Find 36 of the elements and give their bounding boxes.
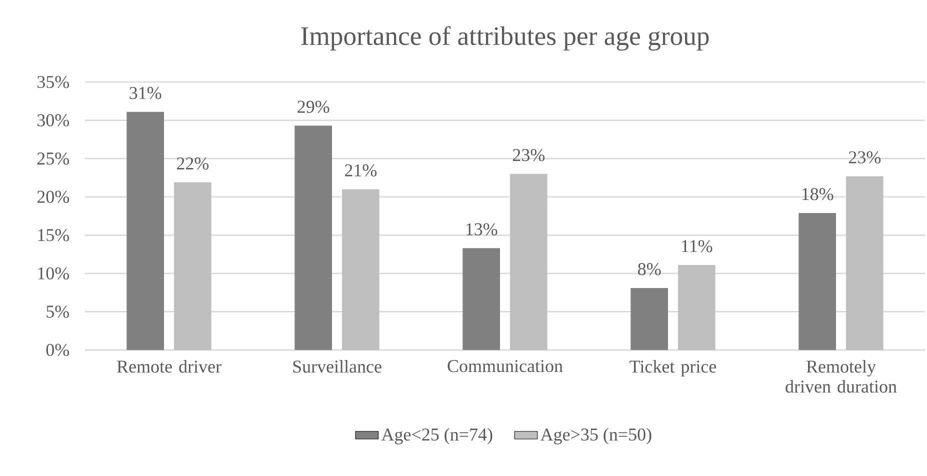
data-label: 8% [638,263,661,276]
x-tick-label: Remote driver [117,360,222,373]
y-tick-label: 0% [46,344,70,356]
y-tick-label: 30% [37,114,70,126]
legend-label: Age>35 (n=50) [540,428,652,444]
bar [126,112,164,350]
bar [174,182,212,350]
bar [630,288,668,350]
chart-title: Importance of attributes per age group [301,26,709,51]
bar [462,248,500,350]
data-label: 23% [512,148,545,162]
bar [798,212,836,350]
data-label: 13% [466,223,498,236]
data-label: 18% [802,188,834,200]
bar [846,176,884,350]
data-label: 31% [130,86,162,100]
y-tick-label: 25% [37,152,70,165]
data-label: 22% [176,157,209,170]
data-label: 29% [298,100,330,113]
x-tick-label: Ticket price [630,360,716,376]
x-tick-label: Surveillance [293,360,382,373]
bar [342,189,380,350]
y-tick-label: 5% [46,306,70,318]
y-tick-label: 10% [38,267,70,280]
y-tick-label: 20% [37,190,70,203]
y-tick-label: 35% [37,76,70,88]
bar [678,265,716,350]
bar [294,126,332,350]
data-label: 11% [682,240,712,252]
data-label: 23% [848,151,881,164]
data-label: 21% [344,164,377,176]
y-tick-label: 15% [38,229,70,242]
legend-label: Age<25 (n=74) [381,428,492,444]
x-tick-label: Remotely driven duration [786,360,897,393]
x-tick-label: Communication [448,360,563,372]
bar [510,174,548,350]
